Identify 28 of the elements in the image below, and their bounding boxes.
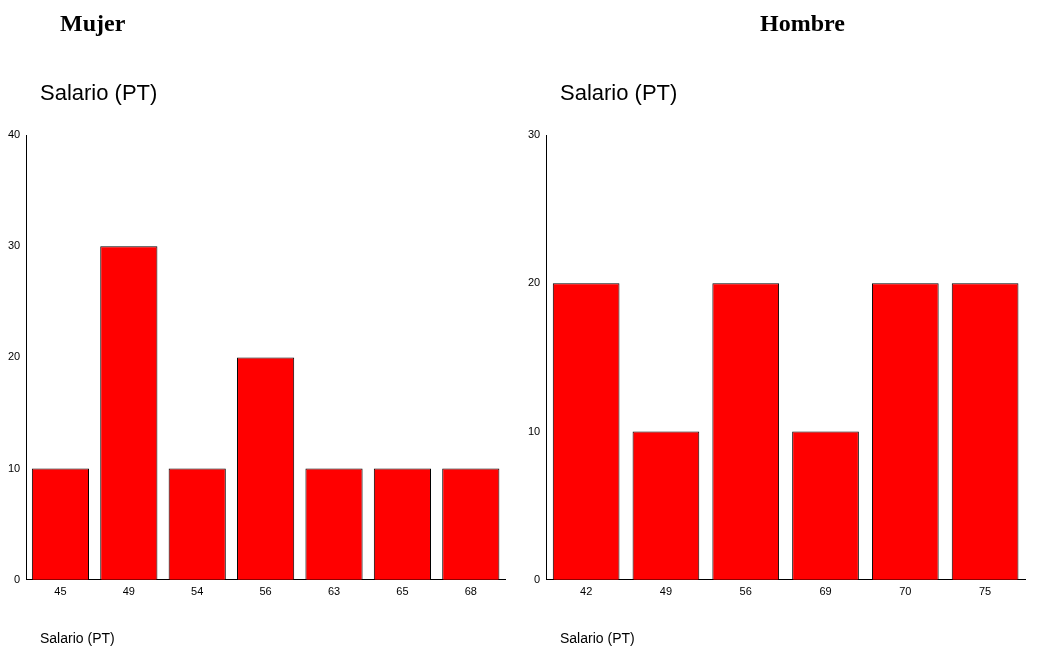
y-tick-label: 30 — [7, 239, 21, 252]
x-axis-title: Salario (PT) — [40, 630, 115, 646]
y-axis-title: Salario (PT) — [560, 80, 678, 106]
y-tick-label: 10 — [7, 461, 21, 474]
y-tick-label: 10 — [527, 424, 541, 437]
x-tick-label: 75 — [978, 585, 992, 598]
x-tick-label: 42 — [580, 585, 593, 598]
y-tick-label: 20 — [527, 276, 541, 289]
y-axis-title: Salario (PT) — [40, 80, 158, 106]
x-tick-label: 65 — [396, 585, 409, 598]
x-tick-label: 68 — [464, 585, 477, 598]
y-tick-label: 30 — [527, 128, 541, 141]
y-tick-label: 0 — [14, 572, 21, 585]
y-tick-label: 0 — [534, 572, 541, 585]
y-tick-label: 40 — [7, 128, 21, 141]
x-tick-label: 54 — [191, 585, 204, 598]
x-tick-label: 56 — [259, 585, 272, 598]
chart-title: Hombre — [760, 10, 845, 37]
x-tick-label: 70 — [899, 585, 912, 598]
x-axis-title: Salario (PT) — [560, 630, 635, 646]
x-tick-label: 69 — [819, 585, 832, 598]
chart-title: Mujer — [60, 10, 126, 37]
y-tick-label: 20 — [7, 350, 21, 363]
x-tick-label: 56 — [739, 585, 752, 598]
x-tick-label: 49 — [122, 585, 135, 598]
x-tick-label: 49 — [659, 585, 673, 598]
x-tick-label: 45 — [54, 585, 67, 598]
x-tick-label: 63 — [327, 585, 341, 598]
